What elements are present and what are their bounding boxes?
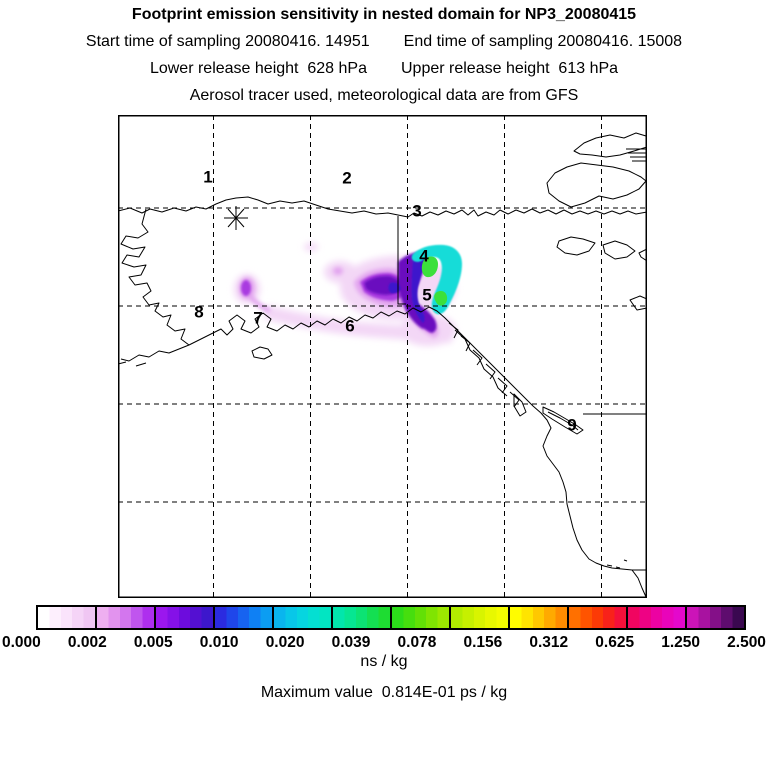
colorbar-segment <box>392 607 451 628</box>
border-lines <box>397 216 647 571</box>
map-svg: 1 2 3 4 5 6 7 8 9 <box>118 115 647 598</box>
colorbar-segment <box>97 607 156 628</box>
colorbar <box>36 605 746 630</box>
colorbar-tick-label: 1.250 <box>661 634 701 651</box>
end-time-label: End time of sampling 20080416. 15008 <box>403 33 683 50</box>
colorbar-segment <box>333 607 392 628</box>
colorbar-segment <box>687 607 744 628</box>
colorbar-units-label: ns / kg <box>360 653 408 670</box>
colorbar-tick-label: 0.156 <box>463 634 503 651</box>
colorbar-tick-label: 0.002 <box>67 634 107 651</box>
trajectory-marker: 3 <box>412 202 421 221</box>
trajectory-marker: 8 <box>194 303 203 322</box>
colorbar-segment <box>215 607 274 628</box>
upper-release-label: Upper release height 613 hPa <box>401 60 619 77</box>
colorbar-segment <box>38 607 97 628</box>
colorbar-segment <box>451 607 510 628</box>
release-site-star-icon <box>224 206 248 230</box>
map-frame <box>118 115 647 598</box>
release-height-line: Lower release height 628 hPa Upper releas… <box>0 60 768 78</box>
trajectory-marker: 1 <box>203 168 212 187</box>
plume-level-cyan <box>411 244 462 315</box>
colorbar-tick-label: 0.312 <box>529 634 569 651</box>
colorbar-segment <box>156 607 215 628</box>
colorbar-tick-label: 0.625 <box>595 634 635 651</box>
trajectory-marker: 2 <box>342 169 351 188</box>
coastline-paths <box>118 132 647 598</box>
colorbar-tick-label: 2.500 <box>727 634 766 651</box>
colorbar-segment <box>274 607 333 628</box>
max-value-label: Maximum value 0.814E-01 ps / kg <box>260 684 508 701</box>
trajectory-marker: 6 <box>345 317 354 336</box>
start-time-label: Start time of sampling 20080416. 14951 <box>85 33 370 50</box>
colorbar-segment <box>510 607 569 628</box>
map-gridlines <box>118 115 647 598</box>
page-title: Footprint emission sensitivity in nested… <box>131 6 637 23</box>
trajectory-marker: 7 <box>253 309 262 328</box>
colorbar-tick-label: 0.010 <box>199 634 239 651</box>
colorbar-tick-label: 0.039 <box>331 634 371 651</box>
trajectory-marker: 9 <box>567 416 576 435</box>
plume-level-green <box>421 256 448 306</box>
colorbar-tick-labels: 0.000 0.002 0.005 0.010 0.020 0.039 0.078 0.156… <box>0 634 768 652</box>
trajectory-marker: 4 <box>419 247 429 266</box>
colorbar-tick-label: 0.078 <box>397 634 437 651</box>
tracer-meteo-label: Aerosol tracer used, meteorological data… <box>189 87 579 104</box>
colorbar-segment <box>628 607 687 628</box>
colorbar-segment <box>569 607 628 628</box>
colorbar-tick-label: 0.020 <box>265 634 305 651</box>
lower-release-label: Lower release height 628 hPa <box>149 60 367 77</box>
colorbar-tick-label: 0.000 <box>2 634 41 651</box>
trajectory-marker: 5 <box>422 286 431 305</box>
map-panel: 1 2 3 4 5 6 7 8 9 <box>118 115 647 598</box>
sampling-time-line: Start time of sampling 20080416. 14951 En… <box>0 33 768 51</box>
colorbar-tick-label: 0.005 <box>133 634 173 651</box>
